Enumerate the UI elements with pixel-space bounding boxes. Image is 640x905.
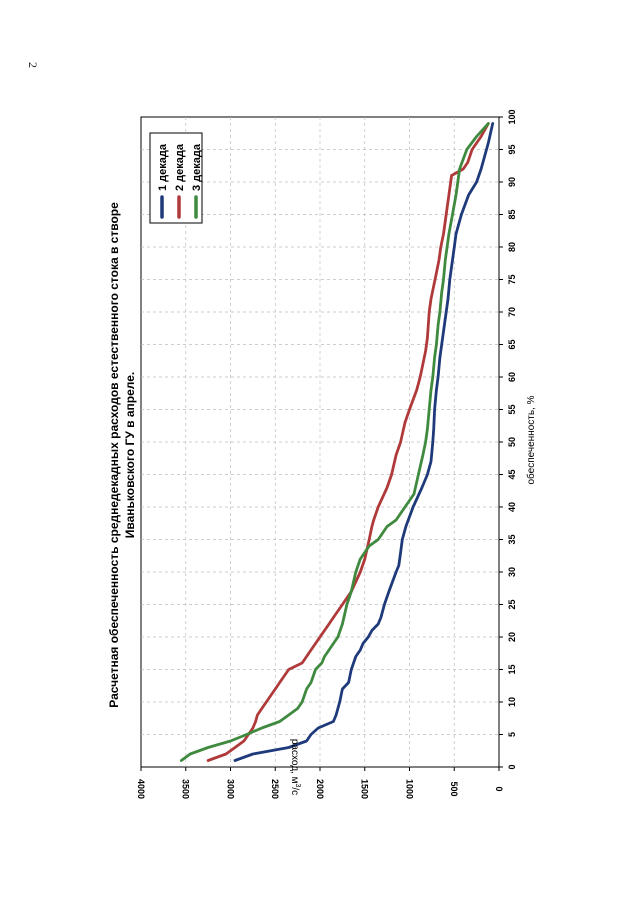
y-tick-label: 1500 [360,779,370,799]
series-layer [179,122,495,762]
x-tick-label: 60 [507,372,517,382]
y-axis-label-tail: /с [289,787,300,795]
y-axis-label-main: расход, м [289,739,300,784]
series-line-1 [233,122,495,762]
x-tick-label: 35 [507,534,517,544]
x-tick-label: 80 [507,242,517,252]
series-line-2 [206,122,490,762]
y-tick-label: 1000 [404,779,414,799]
x-tick-label: 85 [507,209,517,219]
y-axis-label: расход, м3/с [289,739,301,795]
y-tick-label: 2500 [270,779,280,799]
chart-title: Расчетная обеспеченность среднедекадных … [107,202,121,708]
x-tick-label: 65 [507,339,517,349]
x-axis-label: обеспеченность, % [525,395,537,484]
y-tick-label: 2000 [315,779,325,799]
x-tick-label: 70 [507,307,517,317]
x-tick-label: 40 [507,502,517,512]
x-tick-label: 30 [507,567,517,577]
x-tick-label: 5 [507,732,517,737]
x-tick-label: 55 [507,404,517,414]
legend-box [149,132,203,224]
x-tick-label: 90 [507,177,517,187]
x-tick-label: 75 [507,274,517,284]
x-tick-label: 15 [507,664,517,674]
chart-text: Расчетная обеспеченность среднедекадных … [107,202,537,795]
axes: 0510152025303540455055606570758085909510… [136,109,517,799]
x-tick-label: 100 [507,109,517,124]
x-tick-label: 25 [507,599,517,609]
legend: 1 декада 2 декада 3 декада [149,132,203,224]
x-tick-label: 50 [507,437,517,447]
x-tick-label: 45 [507,469,517,479]
x-tick-label: 0 [507,764,517,769]
y-tick-label: 3500 [181,779,191,799]
grid [140,116,500,768]
y-tick-label: 3000 [225,779,235,799]
series-line-3 [179,122,490,762]
y-tick-label: 0 [494,786,504,791]
legend-label-2: 2 декада [174,143,186,191]
x-tick-label: 95 [507,144,517,154]
y-axis-label-sup: 3 [294,783,301,787]
chart-subtitle: Иваньковского ГУ в апреле. [123,372,137,538]
y-tick-label: 4000 [136,779,146,799]
legend-label-3: 3 декада [191,143,203,191]
x-tick-label: 10 [507,697,517,707]
legend-label-1: 1 декада [157,143,169,191]
y-tick-label: 500 [449,781,459,796]
x-tick-label: 20 [507,632,517,642]
